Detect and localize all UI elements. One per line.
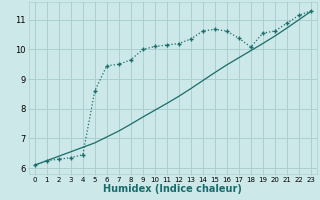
X-axis label: Humidex (Indice chaleur): Humidex (Indice chaleur) [103,184,242,194]
